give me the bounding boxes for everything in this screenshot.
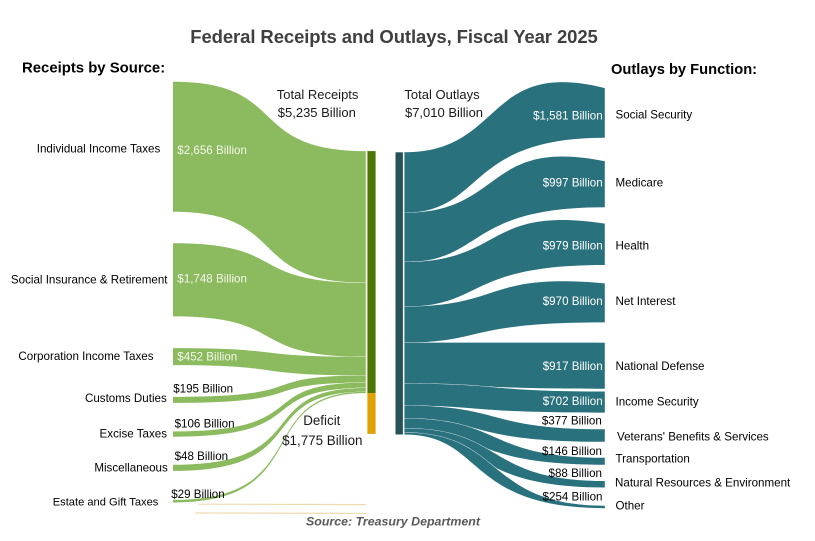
svg-text:Transportation: Transportation bbox=[616, 453, 690, 466]
svg-text:$146 Billion: $146 Billion bbox=[542, 445, 602, 458]
svg-text:$5,235 Billion: $5,235 Billion bbox=[278, 105, 356, 120]
svg-text:Individual Income Taxes: Individual Income Taxes bbox=[37, 142, 161, 155]
svg-text:$106 Billion: $106 Billion bbox=[175, 417, 235, 430]
svg-text:$452 Billion: $452 Billion bbox=[177, 350, 237, 363]
svg-text:Social Insurance & Retirement: Social Insurance & Retirement bbox=[11, 274, 168, 287]
svg-text:$195 Billion: $195 Billion bbox=[173, 382, 233, 395]
svg-text:$48 Billion: $48 Billion bbox=[175, 450, 229, 463]
svg-text:Medicare: Medicare bbox=[616, 177, 664, 190]
svg-text:$2,656 Billion: $2,656 Billion bbox=[177, 144, 247, 157]
svg-text:Miscellaneous: Miscellaneous bbox=[94, 461, 168, 474]
svg-text:National Defense: National Defense bbox=[616, 360, 705, 373]
svg-text:Excise Taxes: Excise Taxes bbox=[100, 427, 168, 440]
svg-text:Deficit: Deficit bbox=[303, 413, 340, 428]
svg-text:$979 Billion: $979 Billion bbox=[543, 240, 603, 253]
svg-text:Health: Health bbox=[616, 240, 650, 253]
svg-text:Veterans' Benefits & Services: Veterans' Benefits & Services bbox=[617, 431, 769, 444]
svg-text:Source: Treasury Department: Source: Treasury Department bbox=[306, 515, 481, 529]
svg-text:Other: Other bbox=[616, 500, 645, 513]
svg-text:$377 Billion: $377 Billion bbox=[542, 415, 602, 428]
svg-text:$970 Billion: $970 Billion bbox=[543, 295, 603, 308]
svg-text:Corporation Income Taxes: Corporation Income Taxes bbox=[18, 350, 153, 363]
svg-text:$88 Billion: $88 Billion bbox=[549, 467, 603, 480]
svg-text:$1,581 Billion: $1,581 Billion bbox=[533, 109, 603, 122]
svg-text:Total Receipts: Total Receipts bbox=[277, 87, 359, 102]
svg-text:Total Outlays: Total Outlays bbox=[404, 87, 480, 102]
svg-text:Federal Receipts and Outlays,: Federal Receipts and Outlays, Fiscal Yea… bbox=[190, 26, 597, 47]
svg-text:$917 Billion: $917 Billion bbox=[543, 360, 603, 373]
svg-text:$997 Billion: $997 Billion bbox=[543, 177, 603, 190]
svg-text:Outlays by Function:: Outlays by Function: bbox=[611, 62, 757, 78]
svg-text:$1,748 Billion: $1,748 Billion bbox=[177, 273, 247, 286]
svg-text:Social Security: Social Security bbox=[616, 109, 693, 122]
svg-text:$702 Billion: $702 Billion bbox=[543, 395, 603, 408]
svg-text:Customs Duties: Customs Duties bbox=[85, 392, 167, 405]
svg-text:Income Security: Income Security bbox=[616, 395, 699, 408]
svg-text:$29 Billion: $29 Billion bbox=[171, 488, 225, 501]
svg-text:Estate and Gift Taxes: Estate and Gift Taxes bbox=[53, 497, 159, 509]
svg-text:Natural Resources & Environmen: Natural Resources & Environment bbox=[615, 477, 791, 490]
svg-text:Receipts by Source:: Receipts by Source: bbox=[22, 61, 165, 77]
svg-text:$1,775 Billion: $1,775 Billion bbox=[282, 433, 362, 448]
svg-text:$7,010 Billion: $7,010 Billion bbox=[405, 105, 483, 120]
svg-text:$254 Billion: $254 Billion bbox=[543, 490, 603, 503]
svg-text:Net Interest: Net Interest bbox=[616, 295, 677, 308]
